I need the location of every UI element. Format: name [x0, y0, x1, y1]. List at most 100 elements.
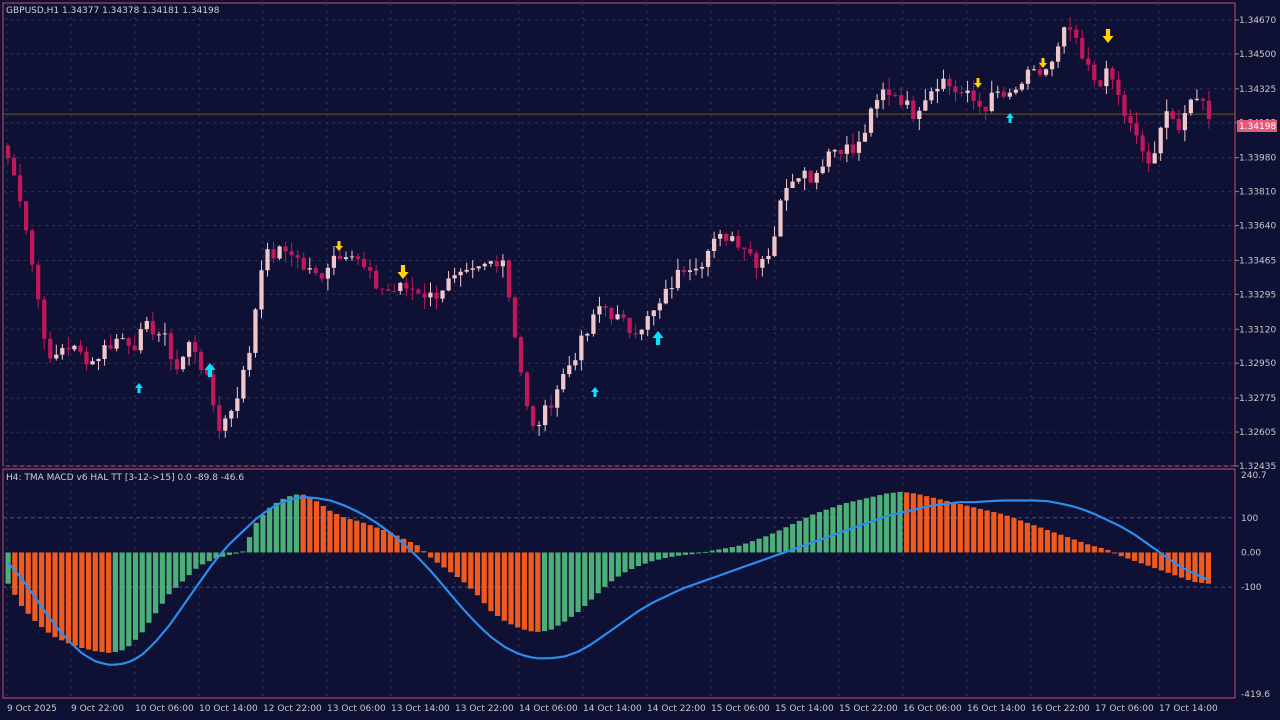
histogram-bar [1024, 522, 1030, 553]
indicator-label: -419.6 [1241, 690, 1270, 700]
candle-body [754, 253, 759, 268]
candle-body [259, 270, 264, 310]
candle-body [826, 151, 831, 167]
histogram-bar [327, 510, 333, 553]
candle-body [573, 360, 578, 366]
histogram-bar [146, 552, 152, 623]
histogram-bar [803, 517, 809, 553]
time-label: 15 Oct 06:00 [711, 704, 770, 714]
candle-body [24, 201, 29, 231]
candle-body [446, 278, 451, 291]
candle-body [609, 307, 614, 320]
candle-body [211, 374, 216, 406]
candle-body [277, 246, 282, 259]
candle-body [579, 335, 584, 361]
candle-body [1074, 29, 1079, 38]
candle-body [1049, 61, 1055, 70]
histogram-bar [374, 527, 380, 553]
time-label: 10 Oct 06:00 [135, 704, 194, 714]
histogram-bar [25, 552, 31, 614]
histogram-bar [206, 552, 212, 562]
candle-body [923, 100, 928, 111]
histogram-bar [917, 494, 923, 553]
histogram-bar [629, 552, 635, 570]
histogram-bar [454, 552, 460, 578]
histogram-bar [877, 495, 883, 553]
time-label: 14 Oct 14:00 [583, 704, 642, 714]
candle-body [265, 249, 270, 271]
candle-body [247, 352, 252, 370]
indicator-pane-frame [2, 468, 1236, 699]
histogram-bar [823, 509, 829, 553]
candle-body [48, 338, 53, 359]
candlestick-series[interactable] [5, 17, 1212, 440]
candle-body [307, 268, 312, 270]
histogram-bar [562, 552, 568, 622]
candle-body [199, 351, 204, 370]
candle-body [325, 267, 330, 279]
histogram-bar [870, 496, 876, 553]
histogram-bar [72, 552, 78, 646]
candle-body [820, 166, 825, 174]
candle-body [1170, 111, 1175, 119]
time-label: 16 Oct 14:00 [967, 704, 1026, 714]
candle-body [941, 78, 946, 89]
candle-body [651, 310, 656, 317]
histogram-bar [166, 552, 172, 595]
current-price-tag: 1.34198 [1239, 122, 1276, 132]
candle-body [657, 303, 662, 311]
histogram-bar [843, 503, 849, 553]
candle-body [983, 106, 988, 112]
price-label: 1.32775 [1239, 394, 1276, 404]
candle-body [386, 289, 391, 291]
price-label: 1.33120 [1239, 325, 1276, 335]
candle-body [796, 178, 801, 182]
candle-body [331, 255, 337, 268]
candle-body [1128, 116, 1133, 124]
candle-body [597, 306, 602, 315]
candle-body [663, 288, 668, 304]
histogram-bar [1165, 552, 1171, 573]
candle-body [229, 410, 234, 419]
candle-body [790, 181, 795, 189]
candle-body [120, 338, 125, 340]
candle-body [398, 282, 403, 292]
candle-body [30, 230, 35, 265]
macd-histogram[interactable] [5, 491, 1212, 653]
candle-body [301, 257, 306, 270]
candle-body [1007, 92, 1012, 97]
candle-body [748, 248, 753, 254]
histogram-bar [1132, 552, 1138, 561]
candle-body [488, 261, 493, 264]
histogram-bar [495, 552, 501, 617]
candle-body [850, 144, 856, 153]
candle-body [555, 389, 560, 408]
candle-body [1001, 91, 1006, 97]
indicator-label: 0.00 [1241, 548, 1261, 558]
histogram-bar [944, 500, 950, 553]
histogram-bar [810, 514, 816, 553]
histogram-bar [407, 541, 414, 553]
histogram-bar [816, 512, 823, 553]
histogram-bar [642, 552, 648, 564]
candle-body [1200, 98, 1206, 101]
price-label: 1.32950 [1239, 359, 1276, 369]
time-label: 15 Oct 22:00 [839, 704, 898, 714]
histogram-bar [662, 552, 668, 559]
histogram-bar [743, 543, 749, 553]
histogram-bar [749, 541, 756, 553]
histogram-bar [1044, 529, 1051, 553]
candle-body [150, 320, 155, 335]
histogram-bar [669, 552, 675, 557]
candle-body [271, 249, 276, 259]
candle-body [543, 405, 548, 426]
histogram-bar [79, 552, 85, 648]
histogram-bar [1152, 552, 1158, 569]
time-label: 13 Oct 14:00 [391, 704, 450, 714]
candle-body [482, 263, 487, 267]
histogram-bar [971, 507, 977, 553]
histogram-bar [1018, 520, 1024, 553]
candle-body [524, 372, 530, 407]
histogram-bar [763, 536, 769, 553]
